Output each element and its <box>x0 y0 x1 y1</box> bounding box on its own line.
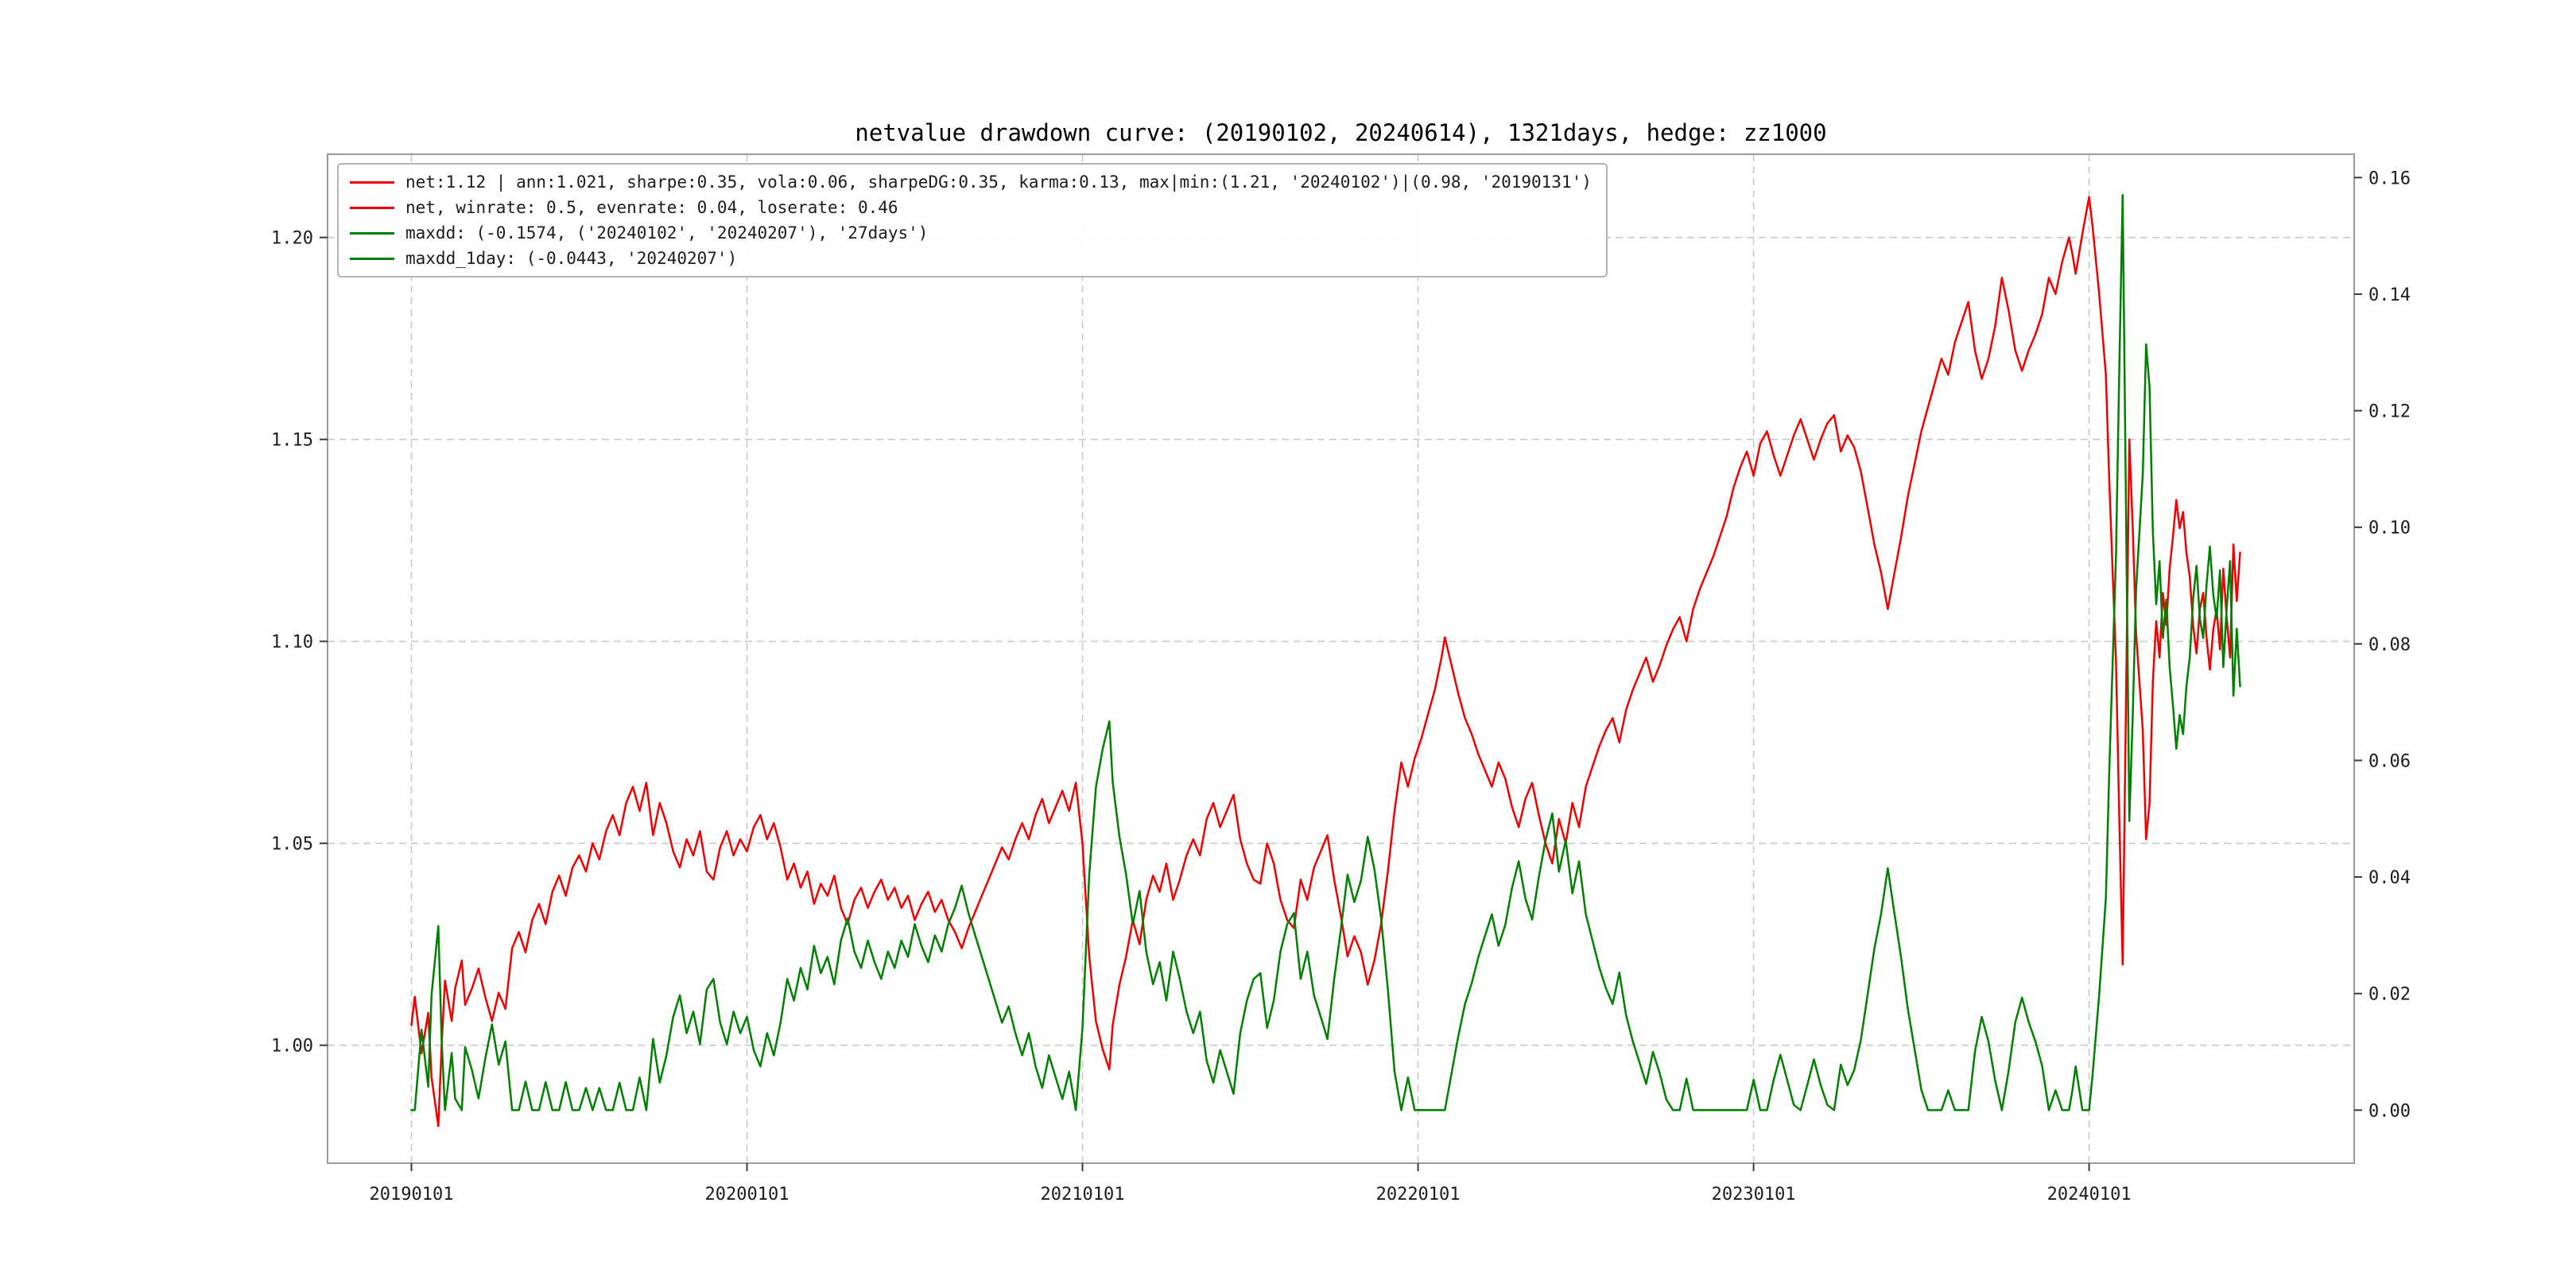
y-left-tick-label: 1.20 <box>271 229 313 249</box>
maxdd-line <box>410 194 2241 1111</box>
y-right-tick-label: 0.14 <box>2368 285 2411 305</box>
legend-item-label: maxdd: (-0.1574, ('20240102', '20240207'… <box>405 223 929 242</box>
legend-line-sample <box>350 257 394 260</box>
y-right-tick-label: 0.06 <box>2368 751 2411 771</box>
y-right-tick-label: 0.00 <box>2368 1101 2411 1121</box>
y-left-tick-label: 1.15 <box>271 431 313 451</box>
y-right-tick-label: 0.12 <box>2368 402 2411 422</box>
legend-item-label: net, winrate: 0.5, evenrate: 0.04, loser… <box>405 198 898 217</box>
legend-item: maxdd: (-0.1574, ('20240102', '20240207'… <box>350 223 1592 242</box>
legend-item: maxdd_1day: (-0.0443, '20240207') <box>350 249 1592 268</box>
x-tick-label: 20240101 <box>2047 1185 2132 1205</box>
y-right-tick-label: 0.02 <box>2368 985 2411 1005</box>
y-right-tick-label: 0.16 <box>2368 169 2411 188</box>
legend-item: net:1.12 | ann:1.021, sharpe:0.35, vola:… <box>350 173 1592 192</box>
x-tick-label: 20210101 <box>1041 1185 1125 1205</box>
x-tick-label: 20230101 <box>1712 1185 1796 1205</box>
plot-frame <box>327 153 2355 1164</box>
legend-item: net, winrate: 0.5, evenrate: 0.04, loser… <box>350 198 1592 217</box>
legend-line-sample <box>350 231 394 235</box>
legend-line-sample <box>350 206 394 209</box>
chart-title: netvalue drawdown curve: (20190102, 2024… <box>855 119 1827 146</box>
x-tick-label: 20190101 <box>370 1185 454 1205</box>
y-left-tick-label: 1.10 <box>271 633 313 653</box>
x-tick-label: 20220101 <box>1376 1185 1461 1205</box>
y-right-tick-label: 0.10 <box>2368 518 2411 538</box>
legend-line-sample <box>350 180 394 184</box>
legend-item-label: maxdd_1day: (-0.0443, '20240207') <box>405 249 738 268</box>
y-right-tick-label: 0.08 <box>2368 635 2411 655</box>
y-right-tick-label: 0.04 <box>2368 868 2411 888</box>
y-left-tick-label: 1.00 <box>271 1037 313 1057</box>
legend: net:1.12 | ann:1.021, sharpe:0.35, vola:… <box>337 163 1608 277</box>
x-tick-label: 20200101 <box>705 1185 789 1205</box>
y-left-tick-label: 1.05 <box>271 835 313 855</box>
legend-item-label: net:1.12 | ann:1.021, sharpe:0.35, vola:… <box>405 173 1592 192</box>
net-line <box>410 196 2241 1127</box>
